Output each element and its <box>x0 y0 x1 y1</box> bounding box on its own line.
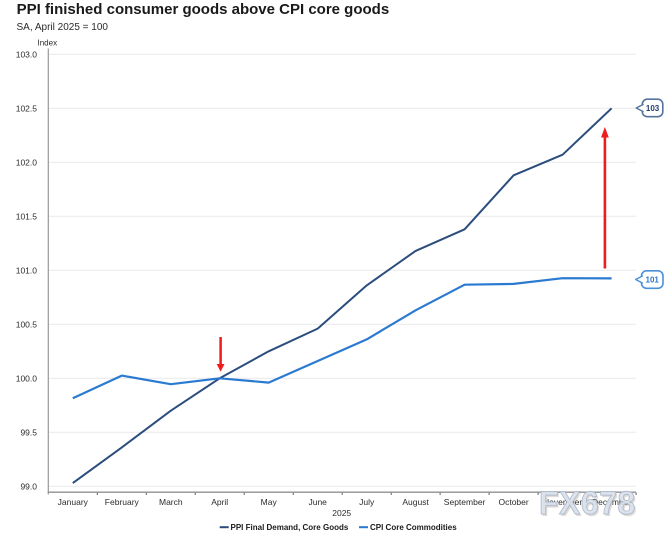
svg-text:December: December <box>592 497 631 507</box>
svg-text:101: 101 <box>646 276 660 285</box>
svg-text:2025: 2025 <box>332 508 351 518</box>
svg-text:February: February <box>105 497 140 507</box>
svg-text:October: October <box>498 497 528 507</box>
svg-text:99.0: 99.0 <box>20 481 37 491</box>
svg-text:100.5: 100.5 <box>16 319 38 329</box>
svg-text:99.5: 99.5 <box>20 427 37 437</box>
svg-text:June: June <box>308 497 327 507</box>
svg-text:PPI finished consumer goods ab: PPI finished consumer goods above CPI co… <box>17 1 390 18</box>
svg-text:101.0: 101.0 <box>16 265 38 275</box>
svg-text:102.0: 102.0 <box>16 157 38 167</box>
svg-text:January: January <box>58 497 89 507</box>
svg-text:November: November <box>543 497 582 507</box>
svg-text:CPI Core Commodities: CPI Core Commodities <box>370 523 457 532</box>
svg-text:FX678: FX678 <box>541 487 638 523</box>
svg-text:103.0: 103.0 <box>16 49 38 59</box>
svg-text:102.5: 102.5 <box>16 103 38 113</box>
svg-text:July: July <box>359 497 375 507</box>
svg-text:FX678: FX678 <box>539 485 636 521</box>
svg-text:April: April <box>211 497 228 507</box>
svg-text:SA, April 2025 = 100: SA, April 2025 = 100 <box>17 22 109 33</box>
svg-text:103: 103 <box>646 104 660 113</box>
svg-text:March: March <box>159 497 183 507</box>
svg-text:August: August <box>402 497 429 507</box>
svg-text:Index: Index <box>38 39 58 48</box>
svg-text:100.0: 100.0 <box>16 373 38 383</box>
svg-text:September: September <box>444 497 486 507</box>
svg-text:101.5: 101.5 <box>16 211 38 221</box>
svg-text:PPI Final Demand, Core Goods: PPI Final Demand, Core Goods <box>231 523 349 532</box>
svg-text:May: May <box>261 497 278 507</box>
